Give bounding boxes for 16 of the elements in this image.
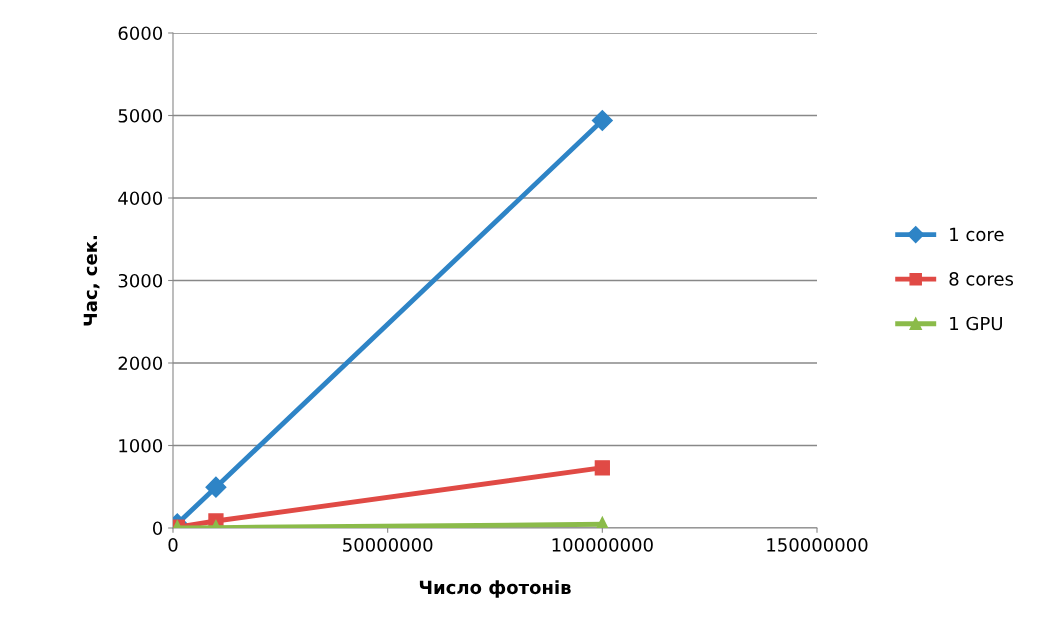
y-axis-title: Час, сек. xyxy=(83,236,100,326)
x-tick-label: 0 xyxy=(168,538,178,552)
legend-label: 8 cores xyxy=(949,272,1014,286)
x-tick-label: 50000000 xyxy=(343,538,433,552)
y-tick-label: 2000 xyxy=(118,356,163,371)
x-tick-label: 150000000 xyxy=(767,538,868,552)
x-tick-label: 100000000 xyxy=(552,538,653,552)
y-tick-label: 6000 xyxy=(118,26,163,41)
y-tick-label: 1000 xyxy=(119,438,163,453)
y-tick-label: 0 xyxy=(152,521,163,536)
y-tick-label: 4000 xyxy=(118,191,163,206)
legend-label: 1 GPU xyxy=(950,316,1002,331)
y-tick-label: 5000 xyxy=(118,108,163,123)
x-axis-title: Число фотонів xyxy=(419,580,571,598)
y-tick-label: 3000 xyxy=(118,273,163,288)
legend-label: 1 core xyxy=(950,227,1004,242)
